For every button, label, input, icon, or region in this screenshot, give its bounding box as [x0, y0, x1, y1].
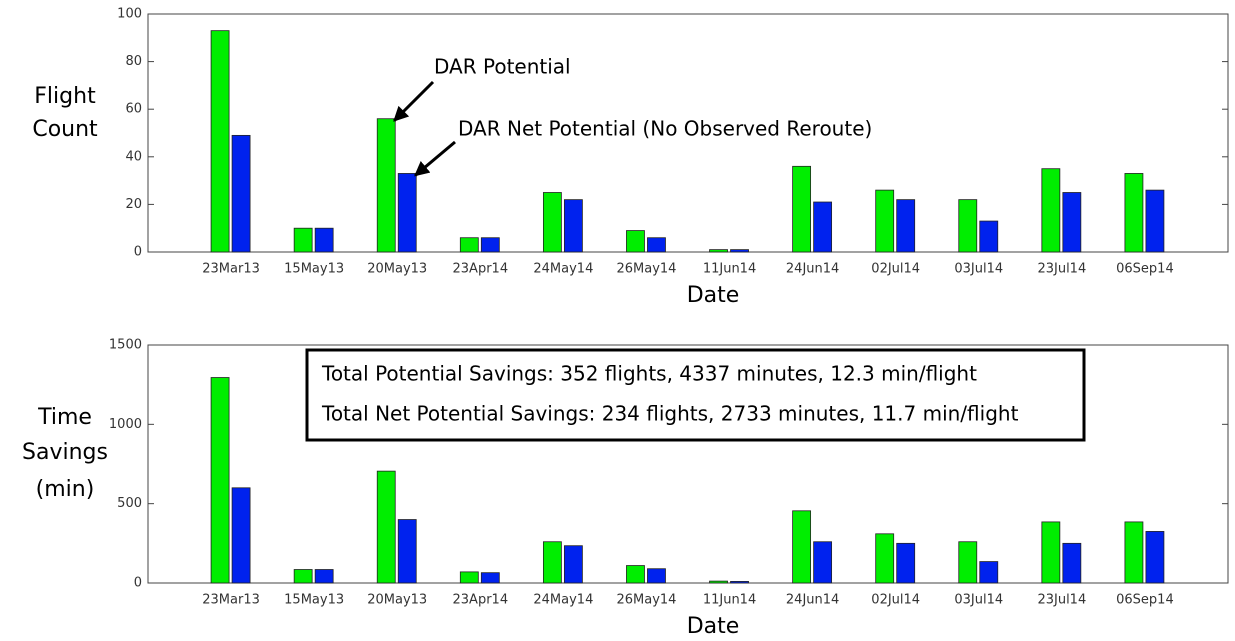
bar [896, 542, 916, 584]
bar [730, 249, 749, 253]
annotation: DAR Potential [434, 55, 571, 79]
bar [1145, 189, 1165, 253]
bar [314, 227, 334, 253]
y-axis-label: Time [37, 405, 92, 430]
bar [210, 377, 230, 584]
y-tick-label: 0 [134, 245, 142, 260]
bar [709, 580, 728, 584]
x-tick-label: 23Mar13 [202, 262, 260, 277]
bar [563, 545, 583, 584]
y-axis-label: (min) [36, 477, 95, 502]
x-tick-label: 24May14 [533, 593, 593, 608]
bar [1124, 521, 1144, 584]
x-tick-label: 23Apr14 [453, 593, 509, 608]
text-box-line: Total Net Potential Savings: 234 flights… [321, 402, 1019, 426]
x-tick-label: 06Sep14 [1116, 593, 1174, 608]
y-axis-label: Count [32, 117, 98, 142]
bar [293, 227, 313, 253]
x-tick-label: 24May14 [533, 262, 593, 277]
x-tick-label: 03Jul14 [954, 593, 1003, 608]
annotation: DAR Net Potential (No Observed Reroute) [458, 117, 872, 141]
bar [813, 201, 833, 253]
x-axis-label: Date [687, 614, 740, 639]
x-tick-label: 24Jun14 [786, 593, 839, 608]
bar [875, 189, 895, 253]
bar [1041, 168, 1061, 253]
bar [397, 173, 417, 253]
bar [293, 569, 313, 584]
bar [231, 487, 251, 584]
y-tick-label: 500 [117, 496, 142, 511]
y-tick-label: 1500 [109, 338, 142, 353]
x-tick-label: 24Jun14 [786, 262, 839, 277]
x-axis-label: Date [687, 283, 740, 308]
bar [231, 134, 251, 253]
x-tick-label: 20May13 [367, 593, 427, 608]
x-tick-label: 02Jul14 [871, 593, 920, 608]
y-tick-label: 60 [125, 102, 142, 117]
bar [459, 237, 479, 253]
x-tick-label: 23Mar13 [202, 593, 260, 608]
bar [709, 249, 728, 253]
x-tick-label: 23Apr14 [453, 262, 509, 277]
annotation-arrow [393, 80, 435, 122]
x-tick-label: 11Jun14 [703, 262, 756, 277]
bar [376, 118, 396, 253]
text-box [305, 348, 1086, 442]
x-tick-label: 15May13 [284, 262, 344, 277]
bar [792, 510, 812, 584]
bar [542, 192, 562, 253]
bar [626, 230, 645, 253]
bar [376, 470, 396, 584]
y-tick-label: 1000 [109, 417, 142, 432]
x-tick-label: 23Jul14 [1037, 593, 1086, 608]
x-tick-label: 11Jun14 [703, 593, 756, 608]
y-tick-label: 80 [125, 54, 142, 69]
bar [979, 220, 999, 253]
y-tick-label: 40 [125, 149, 142, 164]
bar [397, 519, 417, 584]
bar [1062, 192, 1082, 253]
y-tick-label: 0 [134, 576, 142, 591]
bar [563, 199, 583, 253]
x-tick-label: 20May13 [367, 262, 427, 277]
bar [647, 568, 666, 584]
x-tick-label: 26May14 [616, 262, 676, 277]
bar [1145, 531, 1165, 584]
y-tick-label: 100 [117, 7, 142, 22]
bar [210, 30, 230, 253]
bar [459, 571, 479, 584]
bar [480, 237, 500, 253]
bar [958, 199, 978, 253]
bar [875, 533, 895, 584]
x-tick-label: 26May14 [616, 593, 676, 608]
x-tick-label: 02Jul14 [871, 262, 920, 277]
bar [1041, 521, 1061, 584]
bar [647, 237, 666, 253]
bar [813, 541, 833, 584]
bar [314, 569, 334, 584]
x-tick-label: 06Sep14 [1116, 262, 1174, 277]
bar [542, 541, 562, 584]
bar [1062, 542, 1082, 584]
text-box-line: Total Potential Savings: 352 flights, 43… [321, 362, 977, 386]
bar [480, 572, 500, 584]
bar [1124, 173, 1144, 253]
annotation-arrow [414, 140, 456, 177]
bar [958, 541, 978, 584]
y-axis-label: Savings [22, 440, 108, 465]
y-axis-label: Flight [34, 84, 96, 109]
x-tick-label: 03Jul14 [954, 262, 1003, 277]
bar [792, 165, 812, 253]
x-tick-label: 23Jul14 [1037, 262, 1086, 277]
bar [979, 561, 999, 584]
bar [730, 581, 749, 584]
bar [626, 565, 645, 584]
x-tick-label: 15May13 [284, 593, 344, 608]
bar [896, 199, 916, 253]
y-tick-label: 20 [125, 197, 142, 212]
